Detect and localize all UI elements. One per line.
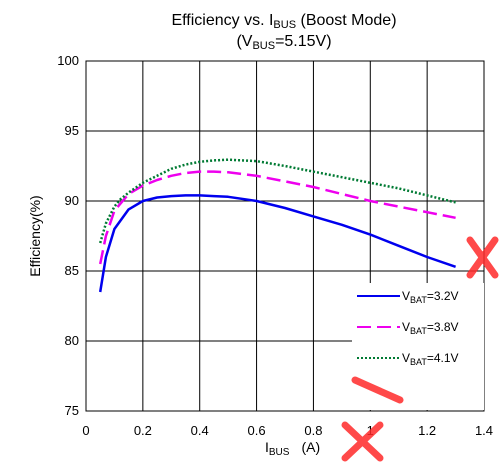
y-tick-label: 95 xyxy=(65,123,79,138)
x-tick-label: 1.2 xyxy=(418,423,436,438)
x-axis-title: IBUS (A) xyxy=(265,439,320,458)
y-tick-label: 85 xyxy=(65,263,79,278)
series-line-2 xyxy=(98,170,456,265)
chart-title-sub: BUS xyxy=(273,19,296,31)
y-tick-label: 90 xyxy=(65,193,79,208)
y-tick-label: 80 xyxy=(65,333,79,348)
watermark-marks xyxy=(341,236,499,462)
x-tick-label: 0.4 xyxy=(191,423,209,438)
x-tick-label: 0.2 xyxy=(134,423,152,438)
y-tick-labels: 75 80 85 90 95 100 xyxy=(57,53,79,418)
x-tick-label: 0.8 xyxy=(304,423,322,438)
x-tick-label: 0.6 xyxy=(248,423,266,438)
y-axis-title: Efficiency(%) xyxy=(27,195,43,276)
chart-subtitle: (VBUS=5.15V) xyxy=(236,33,331,52)
series-line-1 xyxy=(98,194,457,293)
chart-title: Efficiency vs. IBUS (Boost Mode) xyxy=(171,12,396,31)
y-tick-label: 75 xyxy=(65,403,79,418)
legend-label-1: VBAT=3.2V xyxy=(402,289,459,305)
data-series xyxy=(98,158,457,293)
series-line-3 xyxy=(98,158,456,244)
x-tick-labels: 0 0.2 0.4 0.6 0.8 1 1.2 1.4 xyxy=(82,423,493,438)
y-tick-label: 100 xyxy=(57,53,79,68)
x-tick-label: 1.4 xyxy=(475,423,493,438)
x-tick-label: 0 xyxy=(82,423,89,438)
legend-label-3: VBAT=4.1V xyxy=(402,351,459,367)
legend-label-2: VBAT=3.8V xyxy=(402,320,459,336)
